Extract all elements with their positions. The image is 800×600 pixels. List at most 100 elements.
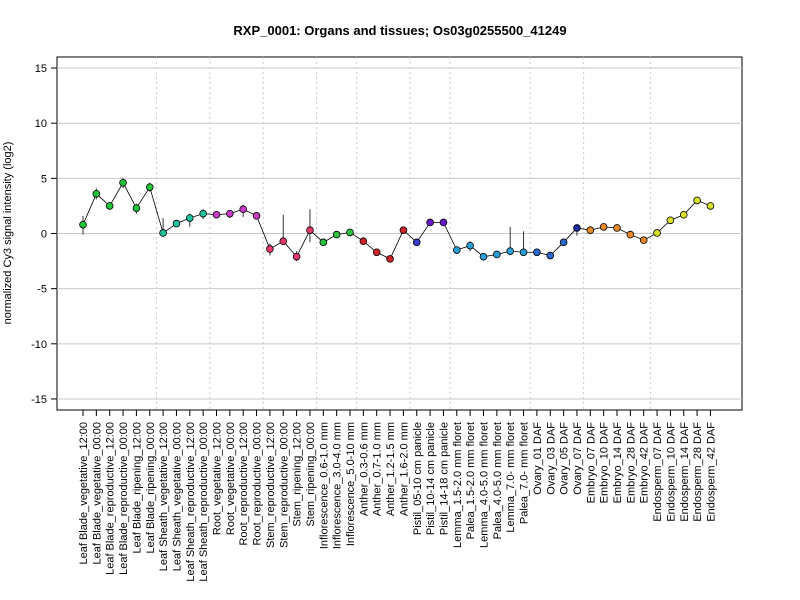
x-axis: Leaf Blade_vegetative_12:00 Leaf Blade_ve… — [78, 410, 717, 582]
x-tick-label: Leaf Blade_reproductive_00:00 — [118, 422, 130, 575]
data-point — [105, 202, 114, 210]
data-point — [319, 238, 328, 247]
data-point — [119, 178, 127, 187]
data-point — [346, 228, 354, 237]
x-tick-label: Inflorescence_5.0-10 mm — [345, 422, 357, 546]
x-tick-label: Endosperm_14 DAF — [679, 422, 691, 522]
x-tick-label: Anther_0.3-0.6 mm — [358, 422, 370, 516]
x-tick-label: Embryo_10 DAF — [599, 422, 611, 504]
data-point — [306, 226, 314, 234]
x-tick-label: Anther_0.7-1.0 mm — [372, 422, 384, 516]
data-point — [586, 226, 595, 234]
data-point — [79, 220, 87, 229]
x-tick-label: Pistil_05-10 cm panicle — [412, 422, 424, 535]
x-tick-label: Stem_ripening_00:00 — [305, 422, 317, 527]
data-point — [479, 252, 488, 261]
data-point — [186, 214, 194, 222]
data-points — [79, 178, 715, 263]
x-tick-label: Inflorescence_3.0-4.0 mm — [332, 422, 344, 549]
data-point — [533, 248, 541, 257]
x-tick-label: Stem_ripening_12:00 — [292, 422, 304, 527]
data-point — [573, 224, 581, 232]
x-tick-label: Endosperm_07 DAF — [652, 422, 664, 522]
data-point — [653, 229, 661, 237]
data-point — [626, 230, 635, 239]
data-point — [519, 248, 528, 257]
x-tick-label: Ovary_03 DAF — [545, 422, 557, 495]
x-tick-label: Endosperm_10 DAF — [665, 422, 677, 522]
data-point — [266, 245, 274, 253]
data-point — [452, 246, 461, 254]
data-point — [159, 229, 167, 237]
y-tick-label: -5 — [37, 284, 47, 296]
data-point — [132, 204, 141, 212]
data-point — [466, 241, 474, 250]
x-tick-label: Embryo_14 DAF — [612, 422, 624, 504]
x-tick-label: Embryo_28 DAF — [625, 422, 637, 504]
x-tick-label: Leaf Blade_vegetative_00:00 — [91, 422, 103, 565]
data-point — [226, 209, 234, 218]
x-tick-label: Leaf Sheath_reproductive_00:00 — [198, 422, 210, 582]
x-tick-label: Leaf Sheath_vegetative_12:00 — [158, 422, 170, 571]
x-tick-label: Inflorescence_0.6-1.0 mm — [318, 422, 330, 549]
x-tick-label: Root_vegetative_12:00 — [212, 422, 224, 535]
x-tick-label: Root_vegetative_00:00 — [225, 422, 237, 535]
y-tick-label: -15 — [31, 394, 47, 406]
y-tick-label: 15 — [35, 63, 47, 75]
data-point — [292, 252, 301, 261]
x-tick-label: Stem_reproductive_12:00 — [265, 422, 277, 548]
data-point — [613, 224, 621, 232]
x-tick-label: Embryo_07 DAF — [585, 422, 597, 504]
data-point — [693, 196, 701, 205]
x-tick-label: Leaf Blade_ripening_12:00 — [131, 422, 143, 554]
error-bars — [82, 178, 711, 262]
data-point — [679, 210, 688, 219]
x-tick-label: Leaf Blade_ripening_00:00 — [145, 422, 157, 554]
data-point — [359, 237, 368, 246]
data-point — [439, 218, 448, 227]
x-tick-label: Leaf Blade_vegetative_12:00 — [78, 422, 90, 565]
data-point — [92, 189, 101, 198]
x-tick-label: Ovary_07 DAF — [572, 422, 584, 495]
y-tick-label: 10 — [35, 118, 47, 130]
x-tick-label: Lemma_4.0-5.0 mm floret — [479, 422, 491, 548]
x-tick-label: Palea_7.0- mm floret — [519, 422, 531, 524]
y-tick-label: 0 — [41, 229, 47, 241]
data-point — [372, 248, 381, 257]
y-tick-label: -10 — [31, 339, 47, 351]
x-tick-label: Lemma_1.5-2.0 mm floret — [452, 422, 464, 548]
data-point — [506, 247, 515, 255]
data-point — [399, 226, 408, 234]
x-tick-label: Ovary_05 DAF — [559, 422, 571, 495]
data-point — [639, 236, 648, 244]
x-tick-label: Embryo_42 DAF — [639, 422, 651, 504]
data-point — [252, 212, 261, 220]
chart-title: RXP_0001: Organs and tissues; Os03g02555… — [233, 23, 566, 38]
data-point — [426, 218, 434, 227]
data-point — [706, 202, 715, 210]
x-tick-label: Ovary_01 DAF — [532, 422, 544, 495]
data-point — [386, 255, 394, 263]
x-tick-label: Leaf Sheath_reproductive_12:00 — [185, 422, 197, 582]
x-tick-label: Endosperm_28 DAF — [692, 422, 704, 522]
y-axis: -15 -10 -5 0 5 10 15 — [31, 63, 57, 406]
data-point — [559, 238, 568, 247]
x-tick-label: Anther_1.6-2.0 mm — [398, 422, 410, 516]
y-axis-label: normalized Cy3 signal intensity (log2) — [2, 142, 14, 325]
x-tick-label: Lemma_7.0- mm floret — [505, 422, 517, 533]
x-tick-label: Palea_1.5-2.0 mm floret — [465, 422, 477, 539]
x-tick-label: Pistil_10-14 cm panicle — [425, 422, 437, 535]
x-tick-label: Palea_4.0-5.0 mm floret — [492, 422, 504, 539]
data-point — [666, 216, 675, 225]
x-tick-label: Stem_reproductive_00:00 — [278, 422, 290, 548]
data-point — [212, 210, 221, 219]
x-tick-label: Pistil_14-18 cm panicle — [438, 422, 450, 535]
data-point — [493, 250, 501, 259]
data-point — [279, 237, 288, 246]
data-point — [145, 183, 154, 191]
x-tick-label: Anther_1.2-1.5 mm — [385, 422, 397, 516]
x-tick-label: Leaf Blade_reproductive_12:00 — [105, 422, 117, 575]
data-point — [546, 251, 555, 260]
data-point — [172, 219, 181, 228]
